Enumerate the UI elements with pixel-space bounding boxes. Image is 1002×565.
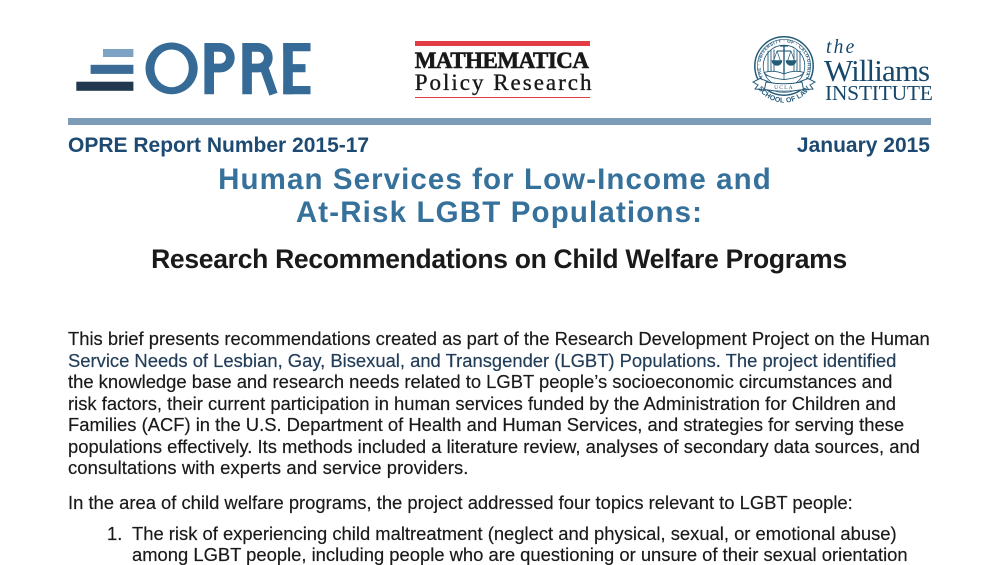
svg-text:UCLA: UCLA: [774, 85, 794, 91]
